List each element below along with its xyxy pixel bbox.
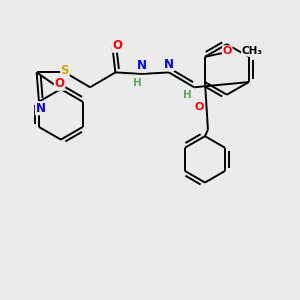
Text: O: O — [54, 77, 64, 90]
Text: S: S — [61, 64, 69, 77]
Text: H: H — [183, 90, 192, 100]
Text: H: H — [133, 78, 142, 88]
Text: O: O — [194, 102, 204, 112]
Text: O: O — [112, 39, 122, 52]
Text: N: N — [35, 102, 45, 115]
Text: CH₃: CH₃ — [241, 46, 262, 56]
Text: N: N — [164, 58, 174, 70]
Text: N: N — [137, 59, 147, 72]
Text: O: O — [223, 46, 232, 56]
